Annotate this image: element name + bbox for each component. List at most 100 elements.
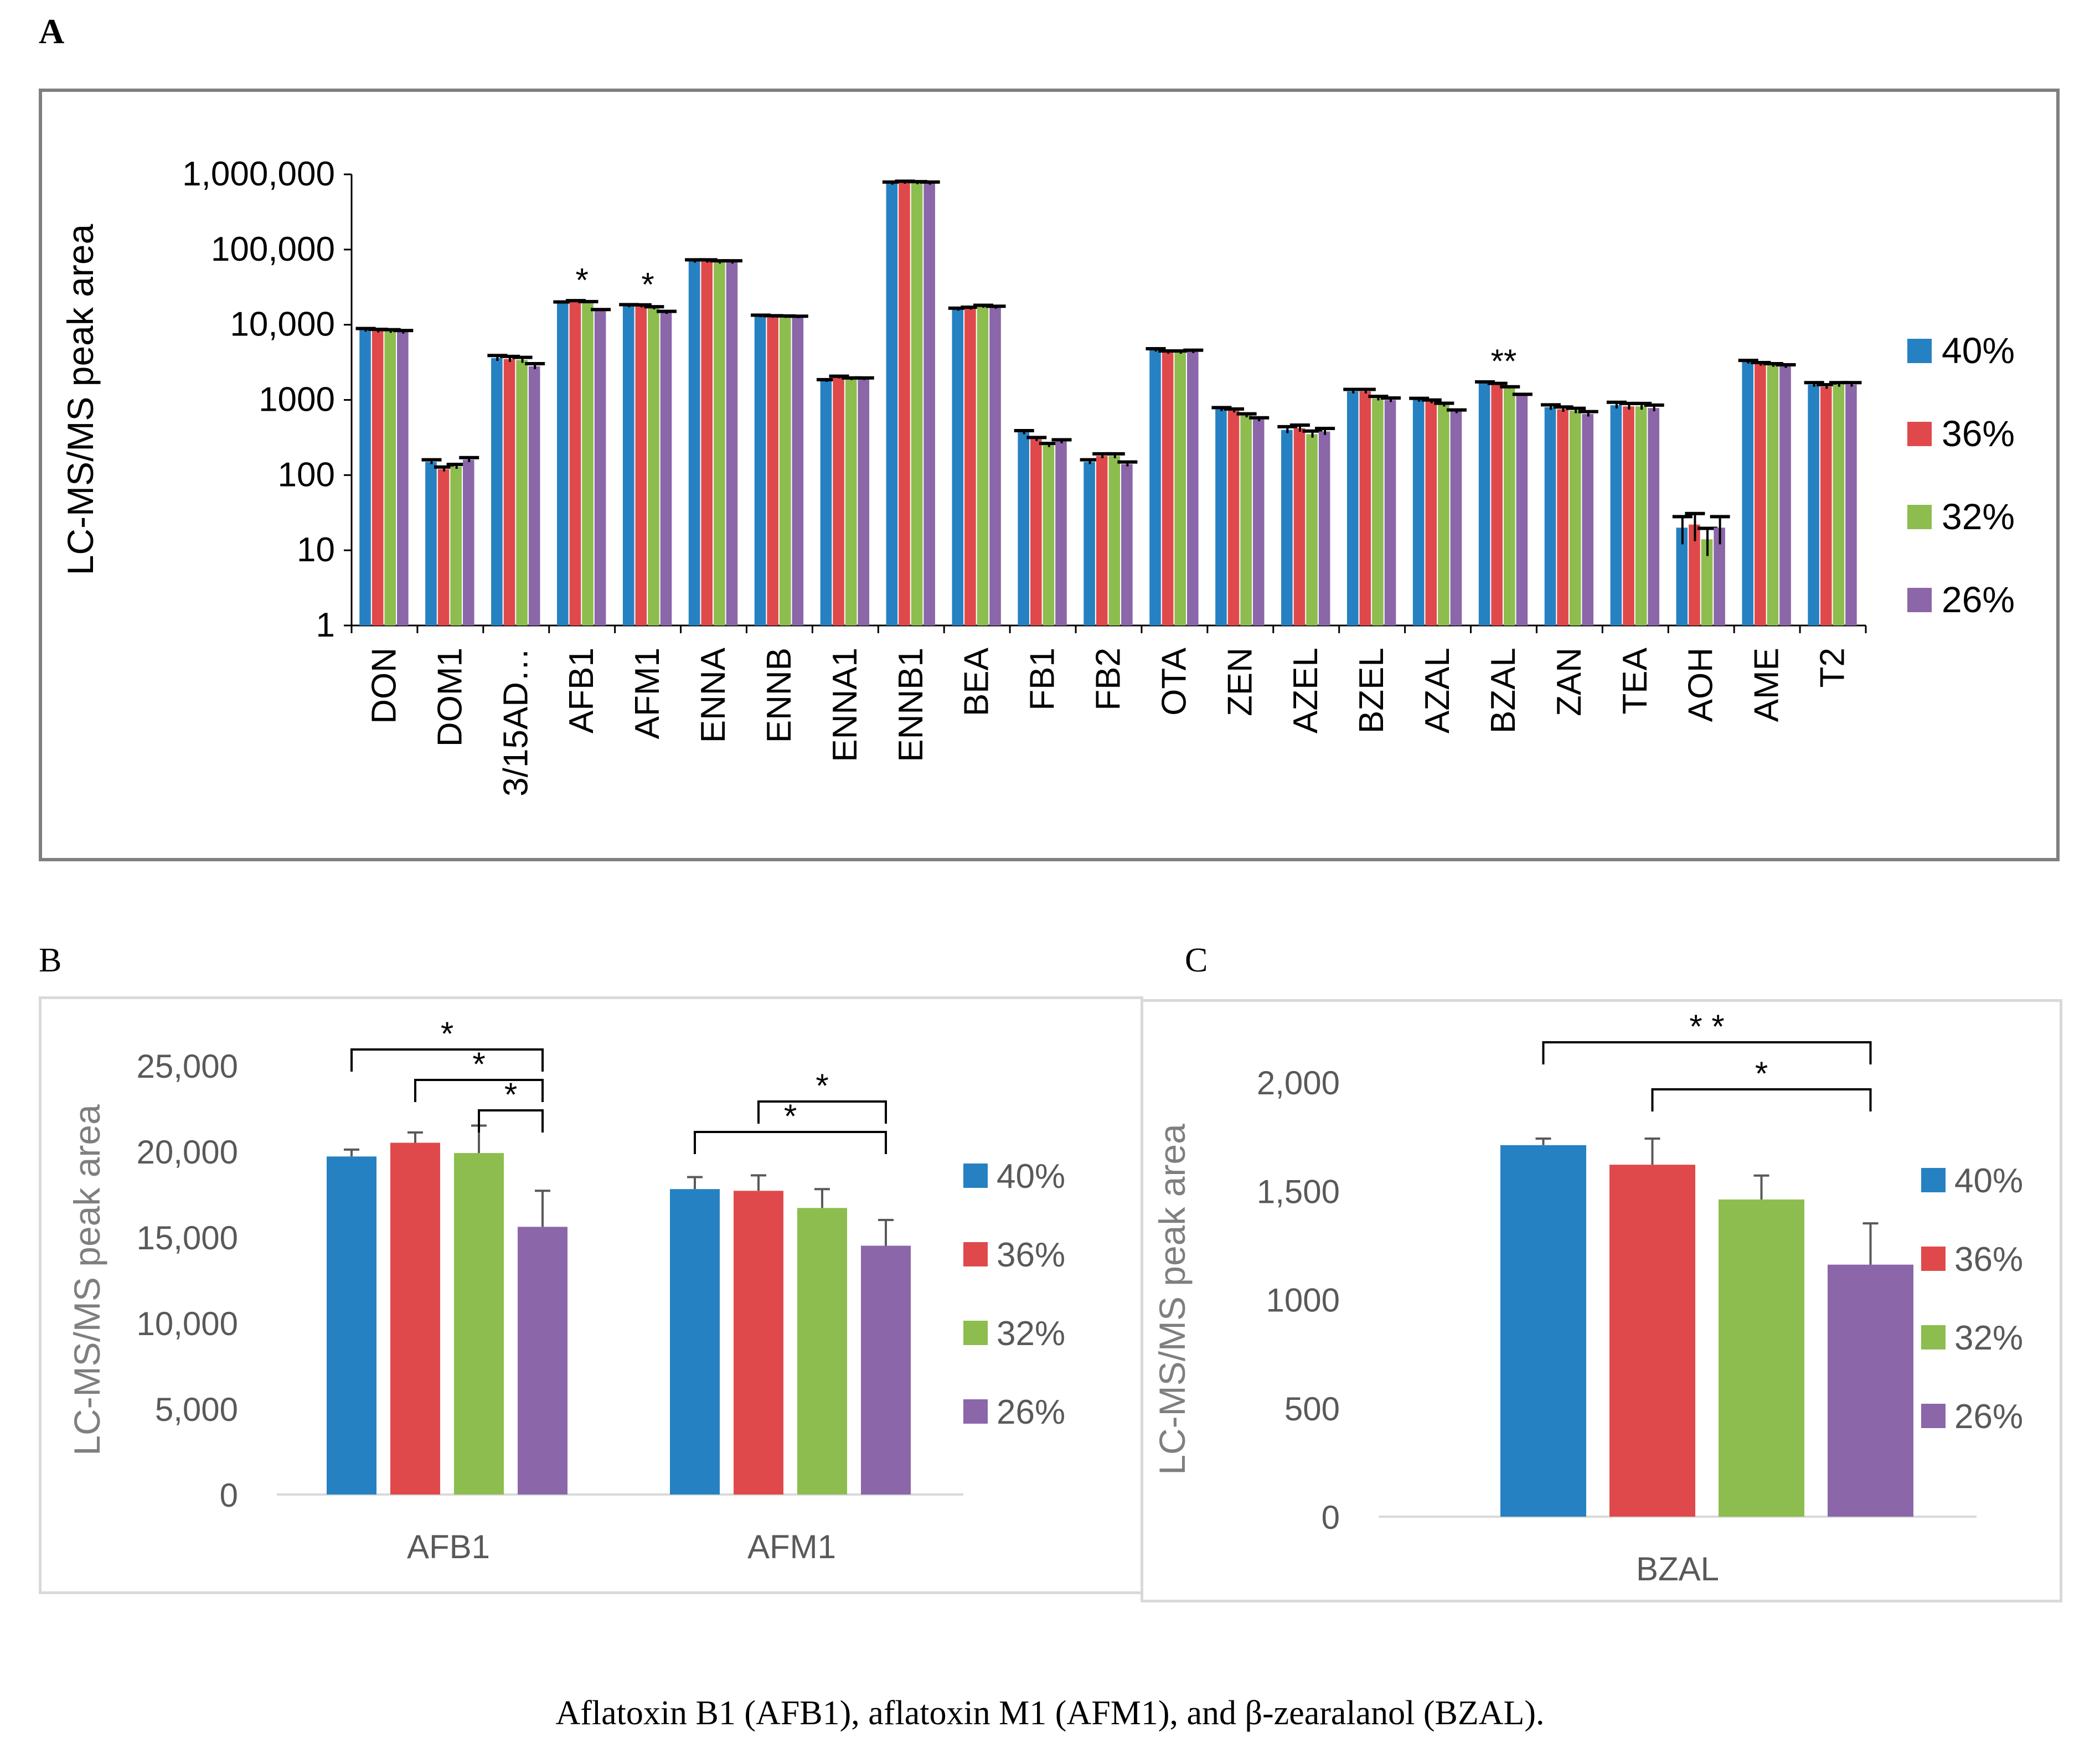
bar-40pct-AFB1 xyxy=(557,302,569,625)
bar-26pct-AOH xyxy=(1714,528,1725,625)
bar-32pct-BZAL xyxy=(1503,387,1515,625)
legend-swatch-36pct xyxy=(1907,422,1932,446)
legend-label: 26% xyxy=(1954,1398,2023,1436)
bar-40pct-3/15AD… xyxy=(491,358,503,625)
x-tick-label: AFM1 xyxy=(747,1528,836,1565)
x-tick-label: BZAL xyxy=(1484,648,1523,733)
x-tick-label: DOM1 xyxy=(431,648,469,747)
legend-swatch-40pct xyxy=(1921,1168,1946,1192)
y-tick-label: 1 xyxy=(316,606,335,644)
bar-32pct-DOM1 xyxy=(450,466,462,625)
legend-label: 32% xyxy=(1942,496,2015,537)
y-axis-title: LC-MS/MS peak area xyxy=(66,1104,107,1456)
bar-32pct-ZAN xyxy=(1569,410,1581,625)
legend-swatch-26pct xyxy=(1907,588,1932,612)
x-tick-label: T2 xyxy=(1814,648,1852,687)
bar-40pct-AZAL xyxy=(1412,400,1425,625)
significance-marker: * xyxy=(504,1076,517,1113)
x-tick-label: OTA xyxy=(1155,647,1193,715)
bar-40pct-AME xyxy=(1742,361,1754,625)
x-tick-label: TEA xyxy=(1616,647,1654,714)
y-axis-title: LC-MS/MS peak area xyxy=(1152,1124,1193,1475)
bar-36pct-AFB1 xyxy=(569,301,581,625)
bar-32pct-AFB1 xyxy=(454,1153,504,1495)
panel-label-b: B xyxy=(39,942,62,979)
bar-36pct-AME xyxy=(1755,364,1766,625)
significance-marker: * xyxy=(784,1098,797,1135)
y-tick-label: 15,000 xyxy=(136,1219,238,1257)
bar-26pct-BZAL xyxy=(1516,395,1528,625)
y-tick-label: 20,000 xyxy=(136,1134,238,1171)
panel-label-c: C xyxy=(1185,942,1208,979)
significance-marker: * * xyxy=(1689,1008,1724,1045)
bar-26pct-AFB1 xyxy=(594,310,606,625)
y-tick-label: 1,500 xyxy=(1257,1173,1340,1210)
bar-26pct-BZAL xyxy=(1828,1264,1913,1517)
bar-32pct-FB2 xyxy=(1108,456,1121,625)
bar-36pct-AFM1 xyxy=(734,1191,783,1495)
significance-marker: * xyxy=(641,266,654,303)
legend-label: 32% xyxy=(997,1315,1065,1353)
bar-40pct-BZAL xyxy=(1478,382,1490,625)
significance-bracket xyxy=(414,1079,544,1102)
significance-marker: * xyxy=(576,261,589,298)
legend-swatch-40pct xyxy=(1907,339,1932,363)
bar-40pct-AFB1 xyxy=(327,1156,376,1495)
bar-40pct-DOM1 xyxy=(425,462,437,625)
chart-panel-a: 1 10 100 1000 10,000 100,000 1,000,000 DON DOM1 3… xyxy=(60,155,2015,797)
bar-26pct-TEA xyxy=(1648,408,1659,625)
y-tick-label: 100 xyxy=(278,456,335,494)
y-tick-label: 25,000 xyxy=(136,1048,238,1085)
bar-32pct-OTA xyxy=(1174,352,1186,625)
bar-32pct-DON xyxy=(384,331,396,625)
bar-36pct-FB1 xyxy=(1030,439,1042,625)
bar-32pct-AME xyxy=(1767,365,1779,625)
significance-bracket xyxy=(1542,1041,1872,1064)
x-tick-label: FB1 xyxy=(1024,648,1062,711)
bar-40pct-FB1 xyxy=(1018,432,1029,625)
significance-bracket xyxy=(478,1109,544,1133)
bar-26pct-BEA xyxy=(989,307,1001,625)
bar-36pct-AFB1 xyxy=(390,1142,440,1495)
bar-32pct-ZEN xyxy=(1240,415,1252,625)
x-tick-label: ZAN xyxy=(1550,648,1588,716)
y-tick-label: 100,000 xyxy=(211,230,335,268)
x-tick-label: ENNA xyxy=(694,647,732,743)
bar-40pct-BEA xyxy=(952,309,964,625)
panel-label-a: A xyxy=(39,12,65,51)
significance-marker: * xyxy=(472,1046,485,1083)
bar-36pct-3/15AD… xyxy=(503,359,515,625)
bar-36pct-ENNB xyxy=(767,317,778,625)
chart-panel-b: 0 5,000 10,000 15,000 20,000 25,000 AFB1 AFM1 * *… xyxy=(66,1015,1065,1565)
bar-36pct-DON xyxy=(372,330,384,625)
legend-label: 36% xyxy=(1942,413,2015,454)
legend-swatch-36pct xyxy=(963,1242,988,1266)
bar-26pct-AFM1 xyxy=(660,312,672,625)
bar-26pct-ENNB xyxy=(792,317,804,625)
y-tick-label: 10 xyxy=(297,531,335,569)
bar-36pct-BEA xyxy=(964,308,976,625)
x-tick-label: AME xyxy=(1748,648,1786,722)
bar-40pct-BZAL xyxy=(1500,1145,1586,1517)
significance-marker: * xyxy=(441,1015,453,1052)
legend-label: 40% xyxy=(1954,1162,2023,1200)
legend-swatch-26pct xyxy=(963,1399,988,1424)
bar-26pct-FB2 xyxy=(1121,464,1133,625)
x-tick-label: DON xyxy=(365,648,403,724)
panel-a-frame xyxy=(39,89,2060,861)
bar-36pct-AZAL xyxy=(1425,401,1437,625)
bar-32pct-ENNA xyxy=(714,262,725,625)
x-tick-label: FB2 xyxy=(1090,648,1128,711)
bar-26pct-AFM1 xyxy=(861,1245,911,1495)
bar-36pct-BZEL xyxy=(1359,391,1371,625)
bar-26pct-FB1 xyxy=(1055,441,1067,625)
bar-36pct-DOM1 xyxy=(437,469,450,625)
bar-26pct-ENNA xyxy=(726,262,738,625)
bar-32pct-AZEL xyxy=(1306,434,1318,625)
x-tick-label: ZEN xyxy=(1221,648,1259,716)
x-tick-label: AZAL xyxy=(1418,648,1457,733)
bar-26pct-DON xyxy=(397,332,409,625)
panel-c-frame xyxy=(1141,999,2062,1602)
bar-40pct-AFM1 xyxy=(670,1189,720,1495)
bar-26pct-AME xyxy=(1779,366,1791,625)
